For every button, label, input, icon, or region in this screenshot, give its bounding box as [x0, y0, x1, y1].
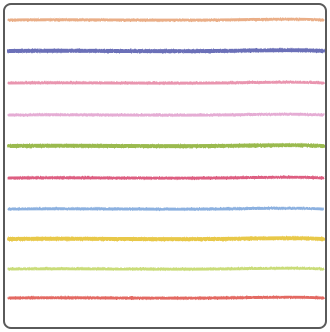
indigo-line: [7, 48, 325, 54]
orange-line: [7, 17, 325, 22]
colored-lines: [7, 17, 325, 300]
lime-line: [7, 266, 325, 271]
green-line: [7, 143, 325, 149]
blue-line: [7, 206, 325, 211]
lavender-line: [7, 112, 325, 117]
crimson-line: [7, 175, 325, 180]
yellow-line: [7, 236, 325, 242]
red-line: [7, 295, 325, 300]
pink-line: [7, 80, 325, 85]
lined-paper-frame: [3, 3, 327, 329]
